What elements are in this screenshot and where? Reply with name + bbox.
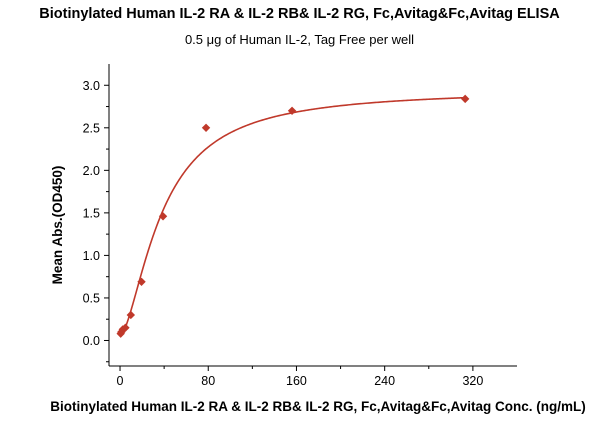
fit-curve-layer <box>120 96 466 337</box>
x-tick-label: 0 <box>117 374 124 388</box>
data-point <box>287 106 297 115</box>
data-point <box>126 310 136 320</box>
fit-curve <box>120 96 466 337</box>
x-tick-label: 160 <box>286 374 307 388</box>
x-tick-label: 80 <box>201 374 215 388</box>
x-tick-label: 320 <box>462 374 483 388</box>
y-tick-label: 1.0 <box>83 249 100 263</box>
data-point <box>121 323 130 332</box>
x-axis-title: Biotinylated Human IL-2 RA & IL-2 RB& IL… <box>50 399 586 414</box>
y-tick-label: 3.0 <box>83 79 100 93</box>
chart-subtitle: 0.5 μg of Human IL-2, Tag Free per well <box>184 32 415 47</box>
y-tick-label: 0.0 <box>83 334 100 348</box>
data-point <box>201 123 211 133</box>
axes <box>108 64 517 367</box>
y-tick-label: 0.5 <box>83 291 100 305</box>
chart-title: Biotinylated Human IL-2 RA & IL-2 RB& IL… <box>39 6 560 22</box>
data-points <box>116 94 470 338</box>
x-tick-label: 240 <box>374 374 395 388</box>
y-tick-label: 2.0 <box>83 164 100 178</box>
ticks: 0.0 0.5 1.0 1.5 2.0 2.5 3.0 0 80 160 240 320 <box>83 79 484 388</box>
data-point <box>137 277 146 286</box>
data-point <box>460 94 470 104</box>
y-axis-title: Mean Abs.(OD450) <box>50 166 65 285</box>
y-tick-label: 2.5 <box>83 121 100 135</box>
y-tick-label: 1.5 <box>83 206 100 220</box>
data-point <box>158 212 168 221</box>
